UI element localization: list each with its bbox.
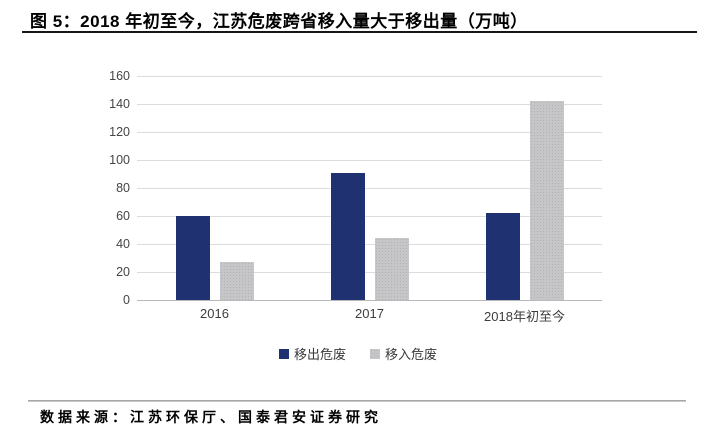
legend-label: 移入危废 [385,347,438,362]
gridline [137,160,602,161]
y-tick-label: 40 [116,237,130,251]
data-source-note: 数据来源：江苏环保厅、国泰君安证券研究 [40,411,382,426]
y-tick-label: 80 [116,181,130,195]
x-category-label: 2016 [200,306,229,321]
gridline [137,76,602,77]
x-category-label: 2018年初至今 [484,309,565,324]
gridline [137,216,602,217]
legend-item-out: 移出危废 [278,344,346,363]
bar-in-0 [219,262,254,300]
page-title: 图 5：2018 年初至今，江苏危废跨省移入量大于移出量（万吨） [30,12,528,31]
gridline [137,244,602,245]
legend-label: 移出危废 [293,347,346,362]
footer-divider [28,400,686,402]
y-tick-label: 20 [116,265,130,279]
y-tick-label: 160 [109,69,130,83]
gridline [137,188,602,189]
x-category-label: 2017 [355,306,384,321]
legend-item-in: 移入危废 [370,344,437,363]
y-tick-label: 140 [109,97,130,111]
legend-swatch-in [370,348,380,359]
legend-swatch-out [278,348,289,359]
gridline [137,104,602,105]
bar-out-0 [175,216,210,300]
legend: 移出危废 移入危废 [0,344,716,363]
y-tick-label: 100 [109,153,130,167]
gridline [137,272,602,273]
title-divider [22,31,697,33]
bar-in-2 [529,101,564,300]
gridline [137,132,602,133]
y-tick-label: 0 [123,293,130,307]
bar-in-1 [374,238,409,300]
bar-out-2 [485,213,520,300]
bar-out-1 [330,172,365,300]
y-tick-label: 120 [109,125,130,139]
y-tick-label: 60 [116,209,130,223]
x-axis-line [137,300,602,301]
